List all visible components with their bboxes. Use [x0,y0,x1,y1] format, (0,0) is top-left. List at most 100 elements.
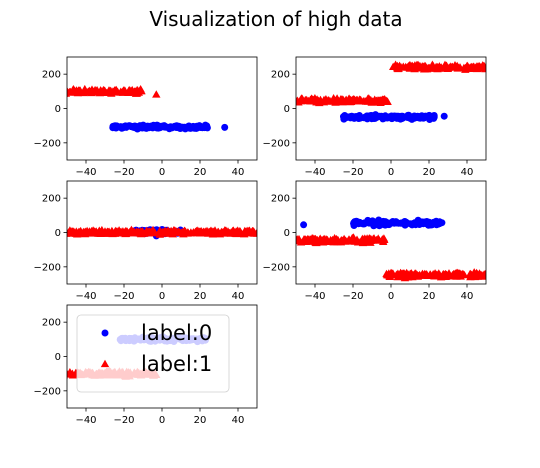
x-tick-label: 20 [423,291,436,302]
data-point-label-0 [144,123,151,131]
y-tick-label: −200 [34,262,61,273]
x-tick-label: 40 [232,291,245,302]
data-point-label-1 [307,94,316,102]
data-point-label-0 [198,123,206,131]
data-point-label-1 [107,229,116,237]
data-point-label-1 [359,97,368,105]
data-point-label-1 [80,87,89,95]
y-tick-label: 200 [271,194,290,205]
x-tick-label: 0 [159,291,165,302]
data-point-label-1 [248,227,257,235]
data-point-label-1 [345,235,354,243]
data-point-label-1 [379,237,388,245]
y-tick-label: 200 [42,70,61,81]
data-point-label-1 [379,97,388,105]
data-point-label-1 [219,228,228,236]
x-tick-label: 40 [461,167,474,178]
data-point-label-1 [155,229,164,237]
data-point-label-1 [125,85,134,94]
data-point-label-1 [385,271,394,279]
x-tick-label: −20 [113,167,134,178]
legend: label:0 label:1 [76,314,230,393]
x-tick-label: 20 [194,167,207,178]
data-point-label-1 [333,236,343,244]
data-point-label-0 [346,113,354,121]
data-point-label-1 [365,96,374,104]
data-point-label-0 [356,113,364,121]
legend-label-label-0: label:0 [141,321,212,345]
data-point-label-0 [409,220,417,228]
data-point-label-1 [152,90,161,98]
scatter-points [296,60,486,123]
data-point-label-1 [312,98,321,106]
scatter-points [67,84,229,133]
data-point-label-1 [67,228,70,233]
data-point-label-0 [397,113,405,121]
data-point-label-0 [112,124,120,132]
data-point-label-1 [435,64,444,72]
scatter-points [67,225,257,240]
x-tick-label: −40 [304,291,325,302]
data-point-label-0 [425,113,433,121]
y-tick-label: 0 [55,352,61,363]
data-point-label-0 [422,219,430,227]
x-tick-label: −40 [75,291,96,302]
data-point-label-1 [453,64,462,72]
data-point-label-1 [67,370,75,378]
data-point-label-1 [148,225,158,234]
data-point-label-1 [352,237,362,245]
data-point-label-1 [315,235,324,243]
x-tick-label: −20 [113,415,134,426]
data-point-label-1 [370,95,379,103]
y-tick-label: −200 [34,386,61,397]
data-point-label-1 [168,228,177,236]
data-point-label-0 [119,124,127,132]
data-point-label-0 [101,329,109,337]
data-point-label-0 [363,113,371,121]
data-point-label-0 [165,124,173,131]
x-tick-label: 40 [232,167,245,178]
data-point-label-0 [176,125,184,132]
data-point-label-1 [96,87,106,96]
data-point-label-1 [343,97,352,105]
data-point-label-1 [253,228,257,236]
y-tick-label: 200 [42,194,61,205]
data-point-label-1 [334,96,343,105]
data-point-label-1 [402,271,412,279]
data-point-label-0 [300,221,308,229]
y-tick-label: 0 [55,104,61,115]
data-point-label-1 [228,229,238,237]
data-point-label-0 [436,219,444,227]
data-point-label-1 [100,359,110,368]
y-tick-label: 0 [55,228,61,239]
data-point-label-1 [450,271,459,279]
data-point-label-0 [398,219,406,227]
data-point-label-1 [439,270,448,278]
data-point-label-0 [156,124,164,131]
data-point-label-1 [461,63,470,72]
data-point-label-0 [183,124,191,132]
x-tick-label: 0 [388,167,394,178]
data-point-label-1 [328,97,337,105]
y-tick-label: −200 [263,138,290,149]
data-point-label-0 [369,113,377,121]
data-point-label-0 [430,112,438,119]
data-point-label-1 [242,226,252,234]
data-point-label-0 [365,219,373,227]
figure-title: Visualization of high data [149,7,402,31]
data-point-label-0 [149,123,157,131]
data-point-label-1 [111,86,120,94]
x-tick-label: −40 [75,415,96,426]
data-point-label-1 [140,229,149,237]
data-point-label-0 [130,123,138,131]
y-tick-label: 200 [271,70,290,81]
data-point-label-0 [405,111,413,119]
y-tick-label: 200 [42,318,61,329]
data-point-label-1 [296,237,299,243]
data-point-label-1 [194,228,203,236]
x-tick-label: −20 [342,291,363,302]
